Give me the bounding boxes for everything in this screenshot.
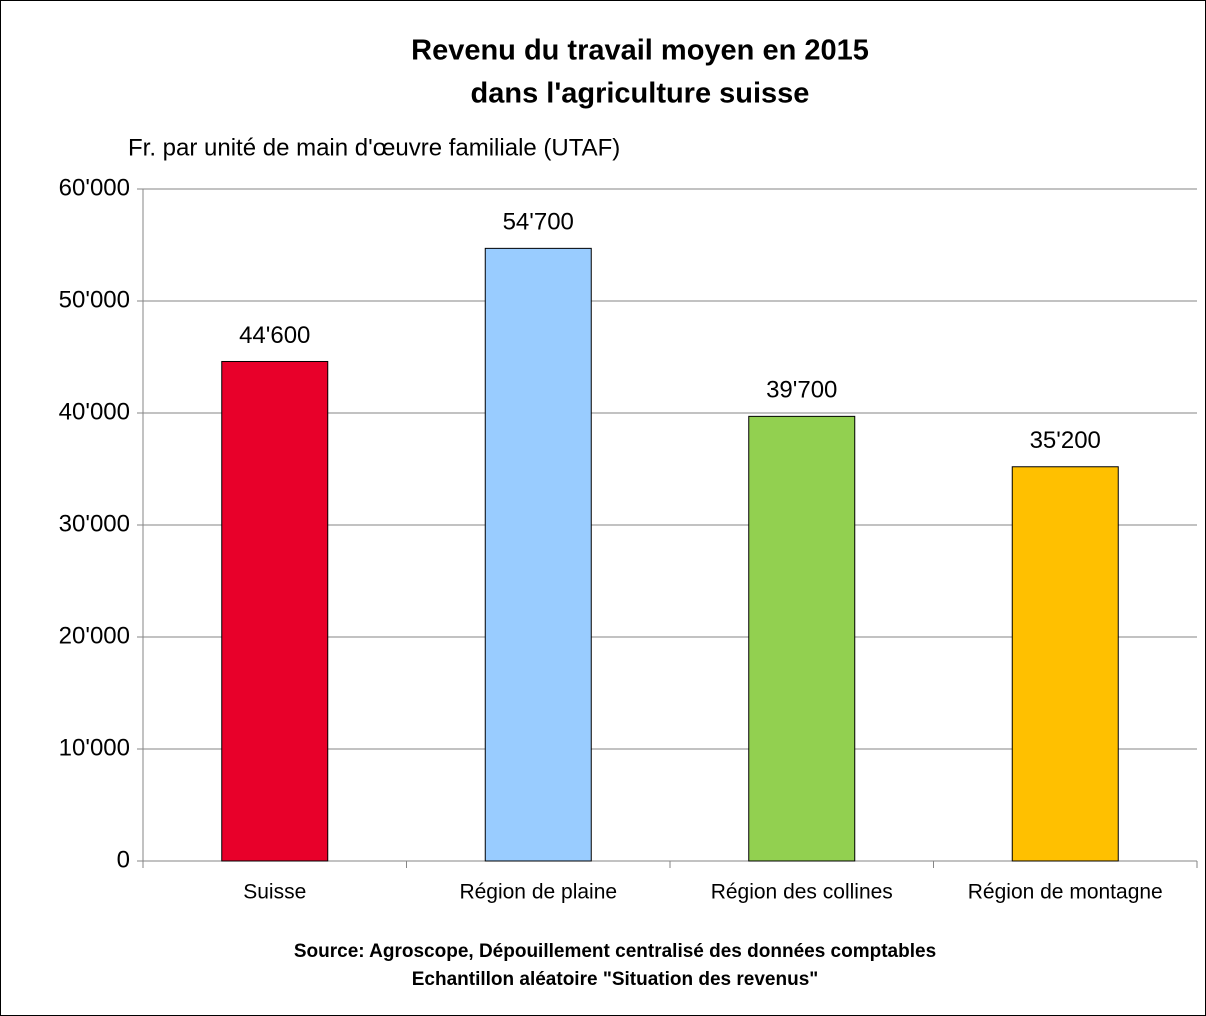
y-tick-label: 50'000: [59, 286, 130, 313]
chart-title: dans l'agriculture suisse: [471, 78, 810, 110]
x-tick-label: Suisse: [243, 881, 306, 904]
y-tick-label: 40'000: [59, 398, 130, 425]
bar: [1011, 466, 1119, 862]
y-tick-label: 0: [117, 846, 130, 873]
bar: [221, 360, 329, 862]
y-tick-label: 20'000: [59, 622, 130, 649]
value-label: 39'700: [766, 377, 837, 404]
bar: [748, 415, 856, 862]
source: Source: Agroscope, Dépouillement central…: [294, 941, 936, 962]
chart-title: Revenu du travail moyen en 2015: [411, 35, 869, 67]
x-tick-label: Région de montagne: [968, 881, 1163, 904]
bar: [484, 247, 592, 862]
value-label: 35'200: [1030, 427, 1101, 454]
y-tick-label: 10'000: [59, 734, 130, 761]
value-label: 54'700: [503, 209, 574, 236]
y-axis-label: Fr. par unité de main d'œuvre familiale …: [128, 134, 620, 161]
source: Echantillon aléatoire "Situation des rev…: [412, 969, 819, 990]
value-label: 44'600: [239, 322, 310, 349]
y-tick-label: 30'000: [59, 510, 130, 537]
x-tick-label: Région des collines: [711, 881, 893, 904]
x-tick-label: Région de plaine: [459, 881, 617, 904]
y-tick-label: 60'000: [59, 174, 130, 201]
